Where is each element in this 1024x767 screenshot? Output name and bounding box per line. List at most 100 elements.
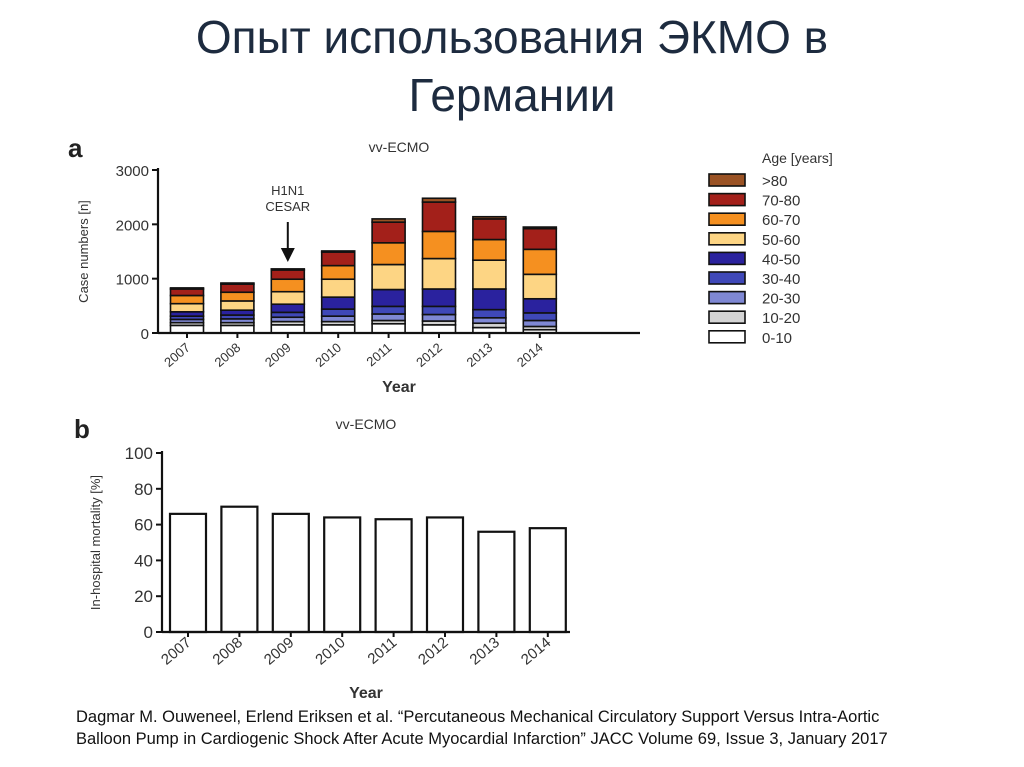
x-tick-label-2014: 2014 bbox=[518, 634, 554, 668]
bar-segment-0-10-2012 bbox=[421, 324, 457, 334]
bar-segment-50-60-2007 bbox=[169, 302, 205, 313]
bar-segment-20-30-2012 bbox=[421, 313, 457, 322]
bar-segment-70-80-2008 bbox=[220, 283, 255, 294]
panel-label: a bbox=[68, 133, 83, 163]
y-tick-label-0: 0 bbox=[141, 326, 149, 343]
bar-segment-70-80-2013 bbox=[472, 218, 507, 241]
bar-segment-60-70-2011 bbox=[371, 242, 406, 266]
annotation-line-2: CESAR bbox=[265, 199, 310, 214]
legend-label-0-10: 0-10 bbox=[762, 330, 792, 347]
bar-segment-40-50-2013 bbox=[472, 288, 507, 311]
x-tick-label-2007: 2007 bbox=[161, 340, 193, 370]
bar-2007 bbox=[168, 512, 208, 634]
bar-segment-70-80-2012 bbox=[421, 201, 457, 233]
y-tick-label-80: 80 bbox=[134, 480, 153, 499]
legend-swatch-40-50 bbox=[708, 251, 746, 266]
y-axis-label: Case numbers [n] bbox=[76, 200, 91, 303]
legend-swatch-50-60 bbox=[708, 232, 746, 246]
y-tick-label-60: 60 bbox=[134, 516, 153, 535]
bar-segment->80-2012 bbox=[421, 197, 457, 203]
x-tick-label-2009: 2009 bbox=[261, 634, 297, 668]
y-tick-label-3000: 3000 bbox=[116, 163, 149, 180]
legend-label-10-20: 10-20 bbox=[762, 310, 800, 327]
bar-segment-60-70-2007 bbox=[169, 294, 205, 305]
bar-segment-50-60-2011 bbox=[371, 263, 406, 291]
title-line-1: Опыт использования ЭКМО в bbox=[195, 11, 829, 63]
bar-segment-30-40-2012 bbox=[421, 305, 457, 316]
bar-segment-30-40-2011 bbox=[371, 305, 406, 315]
bar-segment-50-60-2010 bbox=[320, 278, 356, 298]
y-tick-label-0: 0 bbox=[144, 623, 153, 642]
bar-2010 bbox=[323, 516, 362, 634]
bar-2008 bbox=[220, 505, 259, 634]
bar-segment-60-70-2013 bbox=[472, 238, 507, 261]
y-tick-label-40: 40 bbox=[134, 551, 153, 570]
y-axis-label: In-hospital mortality [%] bbox=[88, 475, 103, 610]
bar-segment-30-40-2010 bbox=[320, 308, 356, 317]
bar-segment-0-10-2011 bbox=[371, 322, 406, 334]
legend-title: Age [years] bbox=[762, 150, 833, 166]
bar-2009 bbox=[271, 512, 310, 634]
legend-swatch-10-20 bbox=[708, 310, 746, 325]
bar-segment-40-50-2010 bbox=[320, 296, 356, 310]
x-axis-label: Year bbox=[382, 379, 416, 396]
legend-swatch-60-70 bbox=[708, 212, 746, 226]
x-tick-label-2008: 2008 bbox=[212, 340, 244, 370]
annotation-line-1: H1N1 bbox=[271, 183, 304, 198]
bar-segment-70-80-2011 bbox=[371, 221, 406, 244]
bar-segment-50-60-2008 bbox=[220, 300, 255, 311]
bar-segment-40-50-2011 bbox=[371, 288, 406, 308]
y-tick-label-20: 20 bbox=[134, 587, 153, 606]
legend-label->80: >80 bbox=[762, 173, 787, 190]
bar-segment-50-60-2009 bbox=[270, 290, 306, 306]
bar-2013 bbox=[477, 530, 516, 634]
x-tick-label-2014: 2014 bbox=[514, 340, 546, 370]
legend-label-30-40: 30-40 bbox=[762, 271, 800, 288]
bar-segment-40-50-2014 bbox=[522, 297, 558, 314]
x-tick-label-2010: 2010 bbox=[312, 634, 348, 668]
x-tick-label-2011: 2011 bbox=[365, 634, 401, 668]
chart-title: vv-ECMO bbox=[369, 139, 430, 155]
bar-segment->80-2013 bbox=[472, 215, 507, 220]
bar-segment-50-60-2013 bbox=[472, 259, 507, 290]
bar-segment-60-70-2014 bbox=[522, 248, 558, 276]
x-tick-label-2012: 2012 bbox=[415, 634, 451, 668]
bar-segment-60-70-2008 bbox=[220, 291, 255, 302]
x-tick-label-2013: 2013 bbox=[464, 340, 496, 370]
bar-2012 bbox=[425, 516, 465, 634]
bar-segment-70-80-2009 bbox=[270, 269, 306, 281]
y-tick-label-1000: 1000 bbox=[116, 272, 149, 289]
x-axis-label: Year bbox=[349, 685, 383, 702]
legend-label-50-60: 50-60 bbox=[762, 232, 800, 249]
bar-segment-0-10-2009 bbox=[270, 324, 306, 334]
x-tick-label-2009: 2009 bbox=[262, 340, 294, 370]
bar-segment->80-2011 bbox=[371, 218, 406, 223]
legend-label-20-30: 20-30 bbox=[762, 291, 800, 308]
slide-title: Опыт использования ЭКМО в Германии bbox=[0, 8, 1024, 124]
x-tick-label-2011: 2011 bbox=[363, 340, 394, 369]
panel-label: b bbox=[74, 414, 90, 444]
bar-2014 bbox=[528, 527, 567, 634]
bar-segment-50-60-2012 bbox=[421, 257, 457, 290]
legend-swatch->80 bbox=[708, 173, 746, 187]
bar-segment->80-2008 bbox=[220, 282, 255, 285]
arrow-down-icon bbox=[280, 248, 295, 262]
legend-swatch-30-40 bbox=[708, 271, 746, 285]
legend-swatch-20-30 bbox=[708, 290, 746, 305]
legend-label-70-80: 70-80 bbox=[762, 193, 800, 210]
bar-segment-70-80-2014 bbox=[522, 227, 558, 251]
bar-segment-40-50-2009 bbox=[270, 303, 306, 314]
bar-segment-70-80-2010 bbox=[320, 251, 356, 267]
bar-segment->80-2009 bbox=[270, 268, 306, 271]
bar-segment-30-40-2013 bbox=[472, 308, 507, 319]
bar-segment-20-30-2013 bbox=[472, 316, 507, 325]
y-tick-label-2000: 2000 bbox=[116, 217, 149, 234]
bar-segment-60-70-2009 bbox=[270, 278, 306, 293]
bar-segment-20-30-2011 bbox=[371, 313, 406, 322]
x-tick-label-2007: 2007 bbox=[158, 634, 194, 668]
bar-segment-60-70-2010 bbox=[320, 264, 356, 281]
bar-segment-0-10-2010 bbox=[320, 324, 356, 334]
legend-label-60-70: 60-70 bbox=[762, 212, 800, 229]
citation-line-1: Dagmar M. Ouweneel, Erlend Eriksen et al… bbox=[76, 708, 880, 726]
